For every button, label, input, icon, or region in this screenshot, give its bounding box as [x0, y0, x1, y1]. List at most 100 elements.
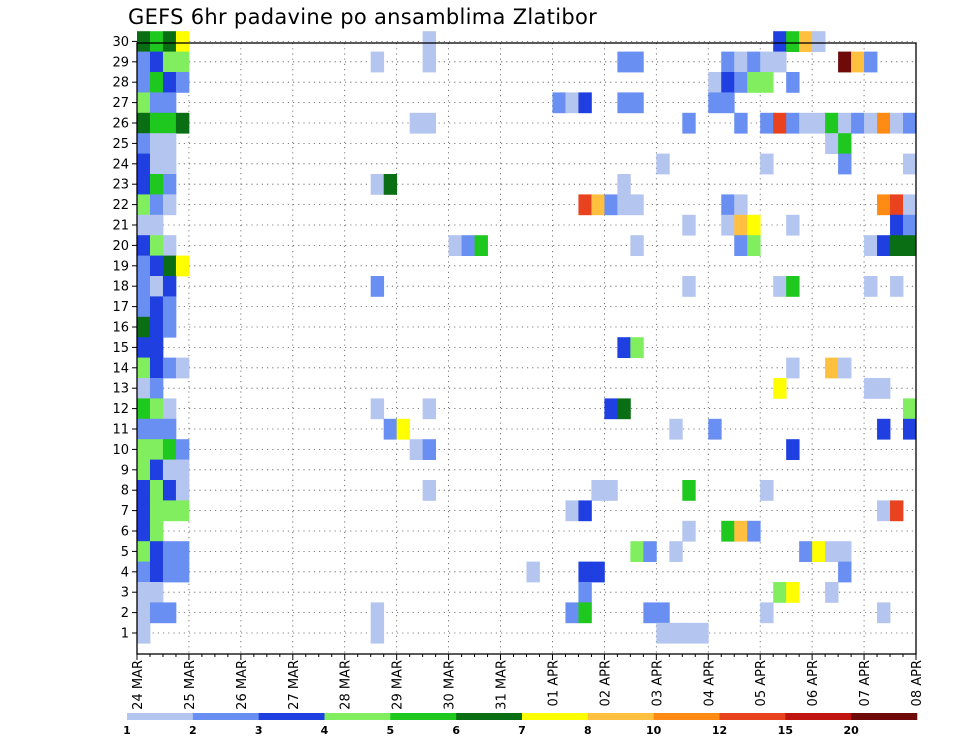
heatmap-cell	[149, 112, 164, 134]
heatmap-cell	[591, 480, 605, 501]
heatmap-cell	[591, 561, 605, 583]
heatmap-cell	[838, 561, 852, 583]
heatmap-cell	[877, 378, 891, 399]
heatmap-cell	[604, 194, 618, 216]
heatmap-cell	[175, 459, 190, 481]
heatmap-cell	[137, 92, 151, 114]
heatmap-cell	[721, 92, 735, 114]
x-tick-label: 27 MAR	[287, 660, 302, 710]
heatmap-cell	[643, 541, 657, 562]
heatmap-cell	[799, 112, 813, 134]
heatmap-cell	[162, 398, 177, 420]
heatmap-cell	[370, 51, 385, 73]
heatmap-cell	[578, 561, 592, 583]
heatmap-cell	[149, 194, 164, 216]
heatmap-cell	[370, 602, 385, 624]
heatmap-cell	[630, 235, 644, 256]
colorbar-swatch	[653, 713, 720, 720]
heatmap-cell	[149, 72, 164, 93]
heatmap-cell	[137, 235, 151, 256]
x-tick-label: 28 MAR	[339, 660, 354, 710]
heatmap-cell	[838, 133, 852, 154]
heatmap-cell	[137, 378, 151, 399]
y-tick-label: 26	[112, 117, 129, 132]
colorbar-swatch	[390, 713, 457, 720]
heatmap-cell	[162, 51, 177, 73]
heatmap-cell	[370, 622, 385, 644]
colorbar-label: 10	[646, 724, 662, 737]
heatmap-cell	[578, 500, 592, 522]
heatmap-cell	[708, 72, 722, 93]
x-tick-label: 07 APR	[858, 660, 873, 706]
heatmap-cell	[890, 112, 904, 134]
heatmap-cell	[786, 72, 800, 93]
colorbar-legend: 1 2 3 4 5 6 7 8 10 12 15 20	[123, 713, 918, 737]
heatmap-cell	[890, 194, 904, 216]
heatmap-cell	[552, 92, 566, 114]
heatmap-cell	[409, 439, 424, 460]
heatmap-cell	[149, 92, 164, 114]
heatmap-cell	[890, 276, 904, 297]
y-tick-label: 1	[121, 627, 129, 642]
heatmap-cell	[773, 582, 787, 603]
x-tick-label: 01 APR	[546, 660, 561, 706]
heatmap-cell	[721, 520, 735, 542]
x-tick-label: 08 APR	[910, 660, 925, 706]
x-axis: 24 MAR 25 MAR 26 MAR 27 MAR 28 MAR 29 MAR 30 M…	[131, 654, 925, 710]
y-tick-label: 2	[121, 606, 129, 621]
heatmap-cell	[162, 72, 177, 93]
heatmap-cell	[786, 112, 800, 134]
heatmap-cell	[760, 602, 774, 624]
heatmap-cell	[175, 439, 190, 460]
colorbar-label: 7	[518, 724, 526, 737]
heatmap-cell	[149, 31, 164, 52]
heatmap-cell	[149, 459, 164, 481]
x-tick-label: 25 MAR	[183, 660, 198, 710]
colorbar-label: 12	[712, 724, 727, 737]
heatmap-cell	[565, 602, 579, 624]
heatmap-cell	[370, 276, 385, 297]
heatmap-cell	[786, 214, 800, 236]
heatmap-cell	[162, 561, 177, 583]
colorbar-label: 4	[321, 724, 329, 737]
heatmap-cell	[773, 276, 787, 297]
heatmap-cell	[162, 194, 177, 216]
heatmap-cell	[422, 480, 437, 501]
heatmap-cell	[760, 72, 774, 93]
heatmap-cell	[175, 500, 190, 522]
heatmap-cell	[149, 582, 164, 603]
y-tick-label: 24	[112, 157, 129, 172]
heatmap-cell	[149, 602, 164, 624]
heatmap-cell	[773, 378, 787, 399]
heatmap-cell	[175, 480, 190, 501]
heatmap-cell	[162, 602, 177, 624]
y-tick-label: 20	[112, 239, 129, 254]
heatmap-cell	[721, 194, 735, 216]
heatmap-cell	[137, 602, 151, 624]
heatmap-cell	[877, 112, 891, 134]
heatmap-cell	[422, 439, 437, 460]
colorbar-swatch	[324, 713, 391, 720]
y-tick-label: 4	[121, 565, 129, 580]
heatmap-cell	[137, 337, 151, 358]
y-tick-label: 18	[112, 280, 129, 295]
y-tick-label: 16	[112, 321, 129, 336]
heatmap-cell	[448, 235, 462, 256]
heatmap-cell	[786, 582, 800, 603]
heatmap-cell	[137, 316, 151, 338]
heatmap-cell	[799, 541, 813, 562]
heatmap-cell	[630, 92, 644, 114]
y-tick-label: 11	[112, 423, 129, 438]
heatmap-cell	[137, 541, 151, 562]
heatmap-cell	[149, 133, 164, 154]
heatmap-cell	[682, 520, 696, 542]
heatmap-cell	[747, 72, 761, 93]
heatmap-cell	[786, 357, 800, 379]
y-tick-label: 9	[121, 463, 129, 478]
heatmap-cell	[526, 561, 540, 583]
heatmap-cell	[383, 418, 398, 440]
heatmap-cell	[162, 92, 177, 114]
heatmap-cell	[137, 153, 151, 175]
heatmap-cell	[137, 459, 151, 481]
heatmap-cell	[617, 337, 631, 358]
